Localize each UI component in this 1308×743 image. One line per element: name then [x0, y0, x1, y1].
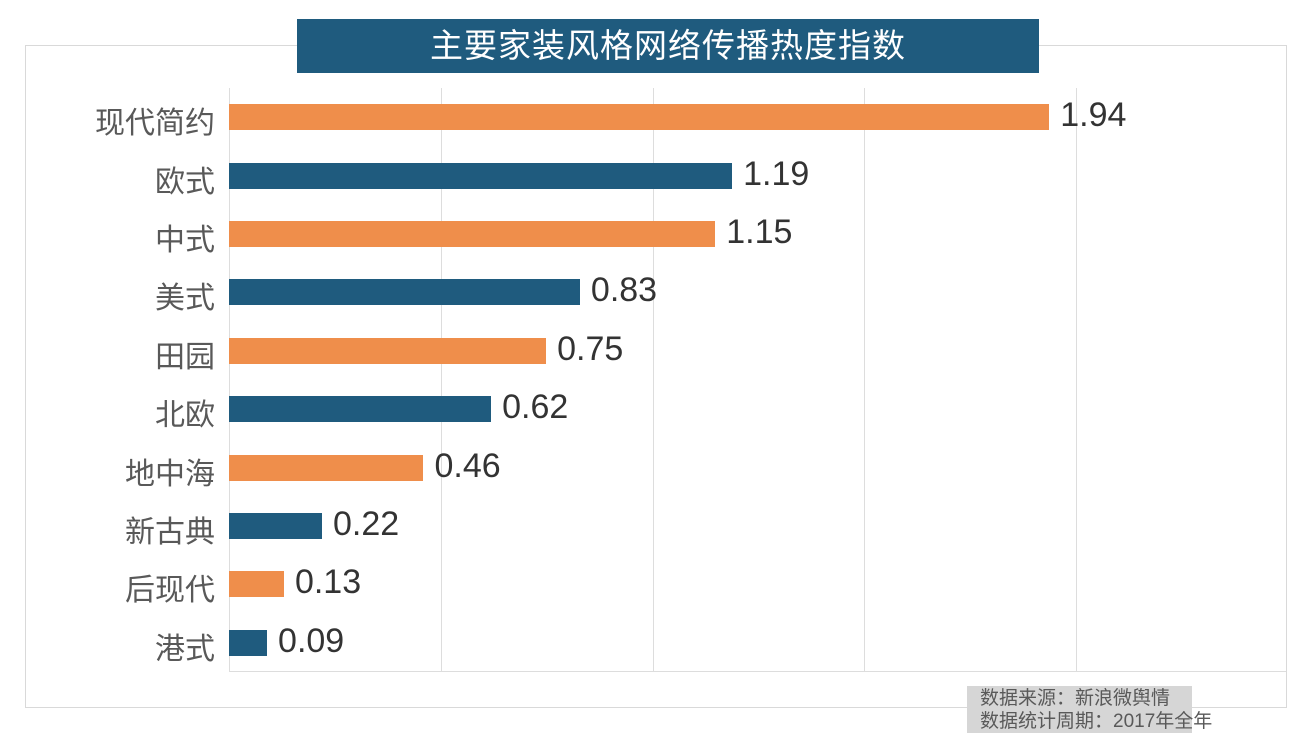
bar	[229, 337, 547, 364]
category-label: 后现代	[125, 574, 215, 608]
value-label: 0.13	[294, 563, 362, 602]
value-label: 0.83	[590, 271, 658, 310]
category-label: 田园	[155, 340, 215, 374]
value-label: 0.62	[502, 388, 569, 427]
category-label: 中式	[155, 224, 215, 257]
category-label: 现代简约	[95, 107, 215, 141]
bar	[229, 162, 733, 189]
bar	[229, 104, 1050, 131]
chart-title: 主要家装风格网络传播热度指数	[297, 19, 1039, 73]
bar	[229, 513, 323, 539]
footnote-box: 数据来源：新浪微舆情 数据统计周期：2017年全年	[967, 686, 1213, 733]
footnote-source: 数据来源：新浪微舆情	[980, 688, 1171, 709]
plot-area	[229, 88, 1286, 672]
bar	[229, 396, 492, 423]
value-label: 0.46	[434, 446, 501, 485]
gridline	[652, 88, 654, 671]
gridline	[441, 88, 443, 671]
gridline	[1075, 88, 1077, 671]
category-label: 美式	[155, 282, 215, 316]
bar	[229, 571, 284, 598]
footnote-period: 数据统计周期：2017年全年	[980, 711, 1213, 732]
value-label: 1.94	[1060, 96, 1127, 135]
category-label: 新古典	[125, 516, 215, 549]
value-label: 1.15	[726, 213, 793, 251]
value-label: 0.22	[333, 505, 400, 543]
chart-frame	[25, 45, 1287, 708]
bar	[229, 454, 424, 481]
value-label: 1.19	[743, 154, 810, 193]
category-label: 地中海	[125, 457, 215, 491]
category-label: 北欧	[155, 399, 215, 433]
gridline	[864, 88, 866, 671]
bar	[229, 629, 268, 656]
bar	[229, 279, 580, 306]
value-label: 0.75	[557, 329, 624, 368]
category-label: 港式	[155, 632, 215, 666]
bar	[229, 221, 716, 247]
category-label: 欧式	[155, 165, 215, 199]
value-label: 0.09	[278, 621, 345, 660]
